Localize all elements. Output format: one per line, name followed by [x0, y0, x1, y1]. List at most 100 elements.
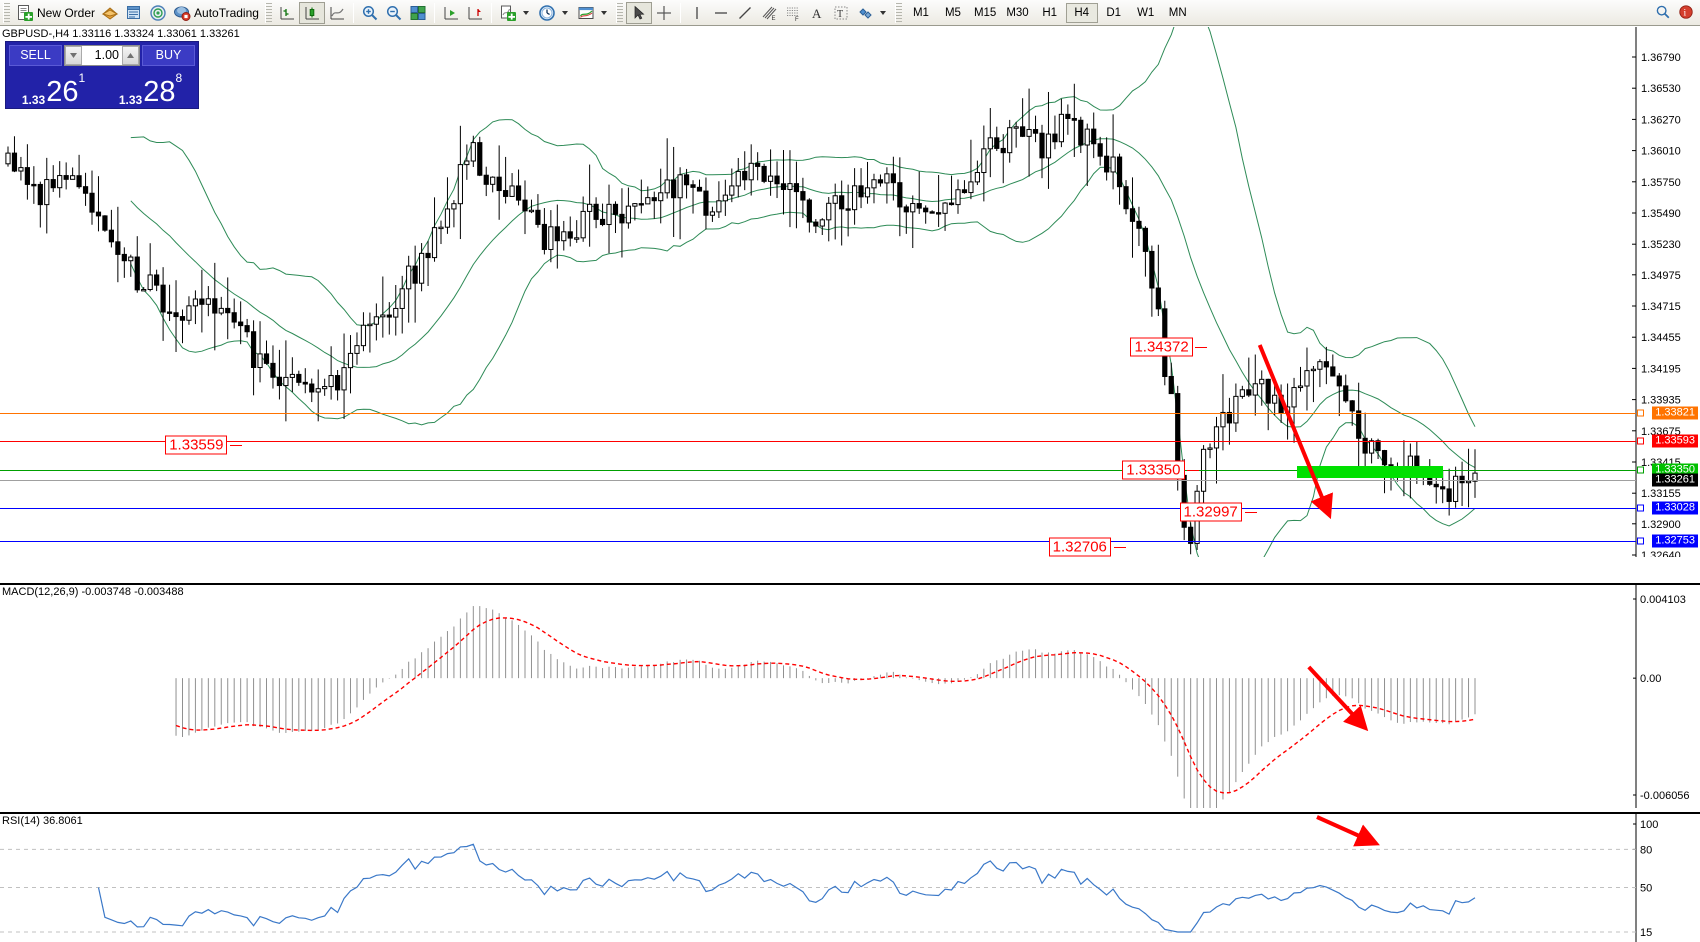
- tile-windows-button[interactable]: [406, 2, 430, 24]
- buy-price-big: 28: [143, 76, 176, 108]
- zoom-in-button[interactable]: [358, 2, 382, 24]
- navigator-button[interactable]: [146, 2, 170, 24]
- zoom-out-button[interactable]: [382, 2, 406, 24]
- toolbar-separator-1: [352, 2, 354, 23]
- svg-text:1.35230: 1.35230: [1641, 239, 1681, 251]
- svg-text:0.00: 0.00: [1640, 673, 1661, 685]
- sell-price-big: 26: [46, 76, 79, 108]
- toolbar-grip[interactable]: [3, 2, 10, 23]
- periods-chevron-down-icon[interactable]: [561, 10, 568, 15]
- svg-text:-0.006056: -0.006056: [1640, 790, 1690, 802]
- svg-text:E: E: [771, 16, 775, 22]
- sell-button[interactable]: SELL: [9, 44, 62, 66]
- svg-text:100: 100: [1640, 819, 1658, 831]
- timeframe-m15[interactable]: M15: [973, 6, 997, 19]
- objects-chevron-down-icon[interactable]: [879, 10, 886, 15]
- zoom-out-icon: [385, 4, 403, 22]
- svg-text:1.32640: 1.32640: [1641, 550, 1681, 557]
- text-label-icon: T: [832, 4, 850, 22]
- timeframe-m30[interactable]: M30: [1006, 6, 1029, 19]
- svg-text:1.35490: 1.35490: [1641, 208, 1681, 220]
- timeframe-h4[interactable]: H4: [1065, 2, 1098, 23]
- periods-button[interactable]: [535, 2, 574, 24]
- trendline-button[interactable]: [733, 2, 757, 24]
- cursor-button[interactable]: [625, 1, 652, 24]
- svg-text:1.32900: 1.32900: [1641, 519, 1681, 531]
- svg-text:1.33415: 1.33415: [1641, 457, 1681, 469]
- timeframe-h1[interactable]: H1: [1042, 6, 1058, 19]
- crosshair-icon: [655, 4, 673, 22]
- vertical-line-button[interactable]: [685, 2, 709, 24]
- svg-text:1.35750: 1.35750: [1641, 177, 1681, 189]
- svg-text:1.36790: 1.36790: [1641, 52, 1681, 64]
- indicators-chevron-down-icon[interactable]: [522, 10, 529, 15]
- one-click-top-row: SELL 1.00 BUY: [6, 42, 198, 68]
- expert-advisors-button[interactable]: [98, 2, 122, 24]
- macd-pane[interactable]: MACD(12,26,9) -0.003748 -0.003488 0.0041…: [0, 583, 1700, 808]
- indicators-button[interactable]: [496, 2, 535, 24]
- volume-increment-button[interactable]: [122, 45, 139, 65]
- new-order-icon: [16, 4, 34, 22]
- chart-container[interactable]: GBPUSD-,H4 1.33116 1.33324 1.33061 1.332…: [0, 26, 1700, 942]
- navigator-icon: [149, 4, 167, 22]
- macd-title: MACD(12,26,9) -0.003748 -0.003488: [2, 586, 184, 598]
- text-button[interactable]: A: [805, 2, 829, 24]
- autotrading-icon: [173, 4, 191, 22]
- equidistant-channel-button[interactable]: E: [757, 2, 781, 24]
- help-icon[interactable]: i: [1678, 4, 1696, 22]
- toolbar-grip-2[interactable]: [264, 2, 272, 23]
- svg-text:1.36270: 1.36270: [1641, 114, 1681, 126]
- toolbar-grip-4[interactable]: [894, 2, 902, 23]
- svg-text:F: F: [795, 17, 799, 22]
- search-icon[interactable]: [1655, 4, 1673, 22]
- buy-price[interactable]: 1.33 28 8: [103, 68, 198, 108]
- autotrading-button[interactable]: AutoTrading: [170, 2, 262, 24]
- volume-decrement-button[interactable]: [65, 45, 82, 65]
- tile-windows-icon: [409, 4, 427, 22]
- toolbar-grip-3[interactable]: [615, 2, 623, 23]
- trendline-icon: [736, 4, 754, 22]
- bar-chart-button[interactable]: [275, 2, 299, 24]
- new-order-label: New Order: [37, 5, 96, 20]
- new-order-button[interactable]: New Order: [13, 2, 98, 24]
- one-click-trading-panel[interactable]: SELL 1.00 BUY 1.33 26 1 1.33 28: [5, 41, 199, 109]
- timeframe-d1[interactable]: D1: [1106, 6, 1122, 19]
- zoom-in-icon: [361, 4, 379, 22]
- chart-shift-button[interactable]: [439, 2, 463, 24]
- data-window-button[interactable]: [122, 2, 146, 24]
- line-chart-icon: [328, 4, 346, 22]
- templates-button[interactable]: [574, 2, 613, 24]
- timeframe-m1[interactable]: M1: [912, 6, 929, 19]
- expert-advisors-icon: [101, 4, 119, 22]
- chart-symbol-header: GBPUSD-,H4 1.33116 1.33324 1.33061 1.332…: [2, 28, 240, 40]
- timeframe-w1[interactable]: W1: [1137, 6, 1155, 19]
- macd-canvas[interactable]: 0.004103 0.00 -0.006056: [0, 585, 1700, 808]
- svg-text:1.34975: 1.34975: [1641, 270, 1681, 282]
- volume-stepper[interactable]: 1.00: [64, 44, 140, 66]
- horizontal-line-button[interactable]: [709, 2, 733, 24]
- horizontal-line-icon: [712, 4, 730, 22]
- timeframe-mn[interactable]: MN: [1168, 6, 1187, 19]
- rsi-pane[interactable]: RSI(14) 36.8061 100 80 50 15: [0, 812, 1700, 942]
- objects-button[interactable]: [853, 2, 892, 24]
- price-chart-canvas[interactable]: 1.36790 1.36530 1.36270 1.36010 1.35750 1.354…: [0, 27, 1700, 557]
- svg-text:1.33935: 1.33935: [1641, 395, 1681, 407]
- svg-text:1.33155: 1.33155: [1641, 488, 1681, 500]
- fibonacci-button[interactable]: F: [781, 2, 805, 24]
- autotrading-label: AutoTrading: [194, 5, 259, 20]
- templates-icon: [577, 4, 595, 22]
- templates-chevron-down-icon[interactable]: [600, 10, 607, 15]
- crosshair-button[interactable]: [652, 2, 676, 24]
- candlestick-chart-button[interactable]: [298, 1, 325, 24]
- buy-button[interactable]: BUY: [142, 44, 195, 66]
- text-label-button[interactable]: T: [829, 2, 853, 24]
- rsi-canvas[interactable]: 100 80 50 15: [0, 814, 1700, 942]
- sell-price-prefix: 1.33: [21, 93, 46, 107]
- line-chart-button[interactable]: [325, 2, 349, 24]
- toolbar-separator-4: [679, 2, 681, 23]
- sell-price[interactable]: 1.33 26 1: [6, 68, 101, 108]
- price-pane[interactable]: GBPUSD-,H4 1.33116 1.33324 1.33061 1.332…: [0, 27, 1700, 557]
- auto-scroll-button[interactable]: [463, 2, 487, 24]
- timeframe-m5[interactable]: M5: [944, 6, 961, 19]
- volume-input[interactable]: 1.00: [94, 48, 119, 62]
